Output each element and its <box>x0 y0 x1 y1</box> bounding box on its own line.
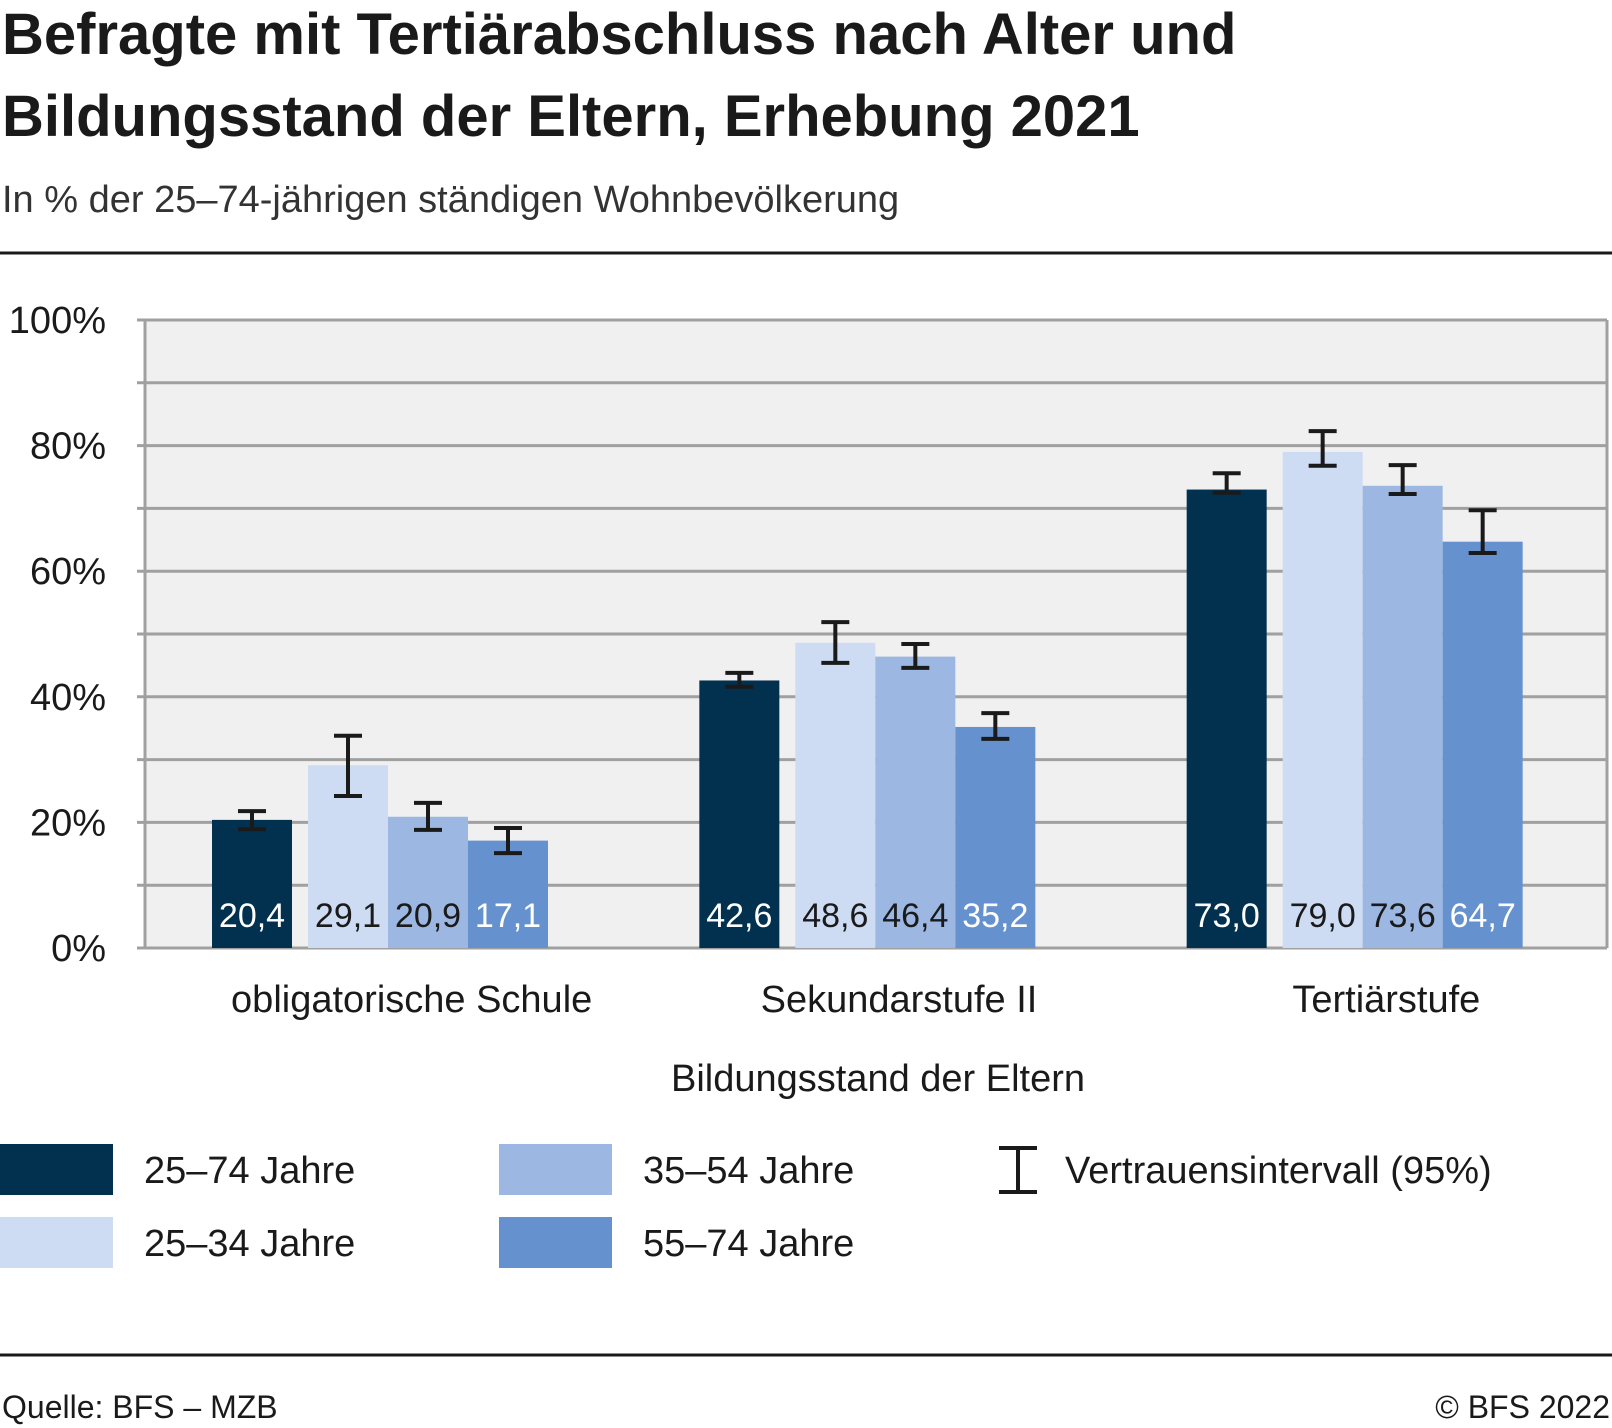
bar-value-label: 46,4 <box>882 897 948 935</box>
y-tick-label: 80% <box>30 426 106 468</box>
y-tick-label: 0% <box>51 928 106 970</box>
x-category-label: obligatorische Schule <box>231 979 592 1021</box>
legend-label: 25–74 Jahre <box>144 1150 355 1192</box>
legend-swatch <box>499 1144 612 1195</box>
bar-value-label: 48,6 <box>802 897 868 935</box>
error-bar <box>821 620 850 665</box>
bar-value-label: 73,6 <box>1370 897 1436 935</box>
error-bar <box>725 670 754 689</box>
bar <box>795 642 876 948</box>
bar <box>1442 541 1523 948</box>
error-bar <box>901 642 930 670</box>
y-tick-label: 20% <box>30 802 106 844</box>
plot-area: 0% 20% 40% 60% 80% 100% 20,4 29,1 20,9 17,1 obliga… <box>9 300 1609 1021</box>
x-category-label: Tertiärstufe <box>1292 979 1480 1021</box>
bar <box>955 726 1036 948</box>
bar <box>212 819 292 948</box>
legend-label: 55–74 Jahre <box>643 1223 854 1265</box>
legend-swatch <box>499 1217 612 1268</box>
error-bar <box>981 711 1010 741</box>
bar-value-label: 42,6 <box>706 897 772 935</box>
error-bar <box>494 826 522 856</box>
legend-label-ci: Vertrauensintervall (95%) <box>1065 1150 1492 1192</box>
bar <box>699 680 780 948</box>
error-bar <box>238 809 266 832</box>
bar-value-label: 20,9 <box>395 897 461 935</box>
bar <box>875 656 956 948</box>
bar-value-label: 17,1 <box>475 897 541 935</box>
error-bar <box>1308 429 1337 468</box>
error-bar <box>1468 508 1497 555</box>
legend: 25–74 Jahre 25–34 Jahre 35–54 Jahre 55–74 J… <box>0 1144 1492 1268</box>
chart-title-line-1: Befragte mit Tertiärabschluss nach Alter… <box>2 2 1236 67</box>
legend-swatch <box>0 1144 113 1195</box>
x-category-label: Sekundarstufe II <box>761 979 1038 1021</box>
legend-label: 25–34 Jahre <box>144 1223 355 1265</box>
error-bar <box>1388 463 1417 496</box>
confidence-interval-icon <box>999 1146 1037 1194</box>
bar <box>388 816 468 948</box>
bar-value-label: 64,7 <box>1450 897 1516 935</box>
bar-value-label: 79,0 <box>1290 897 1356 935</box>
legend-label: 35–54 Jahre <box>643 1150 854 1192</box>
bar-value-label: 35,2 <box>962 897 1028 935</box>
chart-subtitle: In % der 25–74-jährigen ständigen Wohnbe… <box>2 179 899 221</box>
source-note: Quelle: BFS – MZB <box>2 1389 278 1425</box>
bar <box>1186 489 1267 948</box>
chart-title-line-2: Bildungsstand der Eltern, Erhebung 2021 <box>2 84 1140 149</box>
copyright-note: © BFS 2022 <box>1435 1389 1610 1425</box>
bar-value-label: 73,0 <box>1194 897 1260 935</box>
x-axis-title: Bildungsstand der Eltern <box>671 1058 1085 1100</box>
y-tick-label: 100% <box>9 300 106 342</box>
legend-swatch <box>0 1217 113 1268</box>
bar-value-label: 29,1 <box>315 897 381 935</box>
bar-value-label: 20,4 <box>219 897 285 935</box>
bar <box>468 840 548 948</box>
error-bar <box>1212 471 1241 495</box>
y-tick-label: 40% <box>30 677 106 719</box>
error-bar <box>414 800 442 832</box>
y-tick-label: 60% <box>30 551 106 593</box>
bar <box>1362 485 1443 948</box>
bar <box>1282 451 1363 948</box>
error-bar <box>334 733 362 799</box>
